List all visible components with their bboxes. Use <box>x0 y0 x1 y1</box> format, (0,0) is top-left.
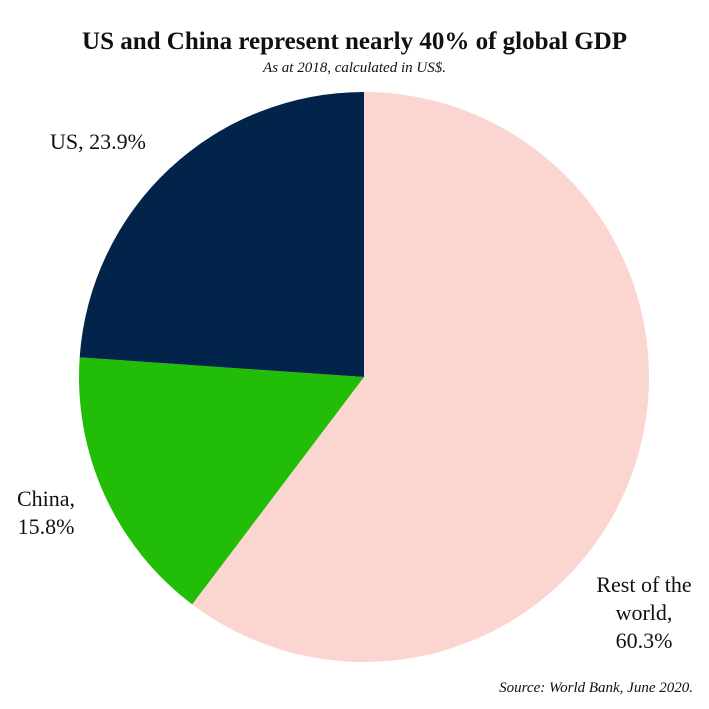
pie-slice-china <box>79 357 365 605</box>
chart-title: US and China represent nearly 40% of glo… <box>82 28 627 55</box>
pie-slices <box>79 92 650 662</box>
pie-slice-rest-of-the-world <box>192 92 650 662</box>
chart-subtitle: As at 2018, calculated in US$. <box>263 60 446 76</box>
source-note: Source: World Bank, June 2020. <box>499 680 693 696</box>
slice-label-rest-of-the-world: Rest of the world, 60.3% <box>596 572 691 653</box>
pie-labels: Rest of the world, 60.3% China, 15.8% US, 23.… <box>17 129 692 653</box>
slice-label-china: China, 15.8% <box>17 486 75 539</box>
slice-label-us: US, 23.9% <box>50 129 146 154</box>
pie-slice-us <box>79 92 365 377</box>
